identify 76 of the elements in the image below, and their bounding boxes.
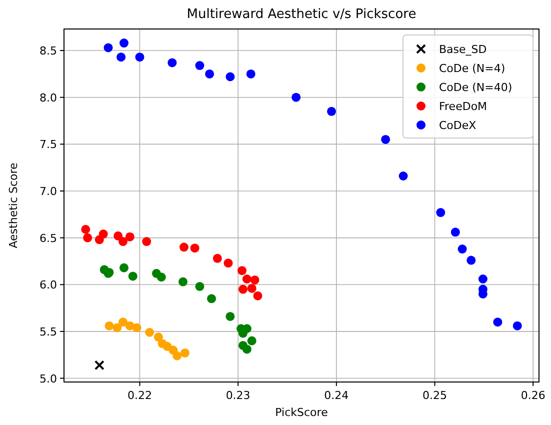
point xyxy=(190,244,200,253)
y-tick-label: 8.0 xyxy=(40,91,57,104)
point xyxy=(178,277,188,286)
point xyxy=(493,318,502,327)
point xyxy=(154,332,163,342)
point xyxy=(83,233,92,242)
y-tick-label: 6.5 xyxy=(40,232,57,245)
point xyxy=(398,172,408,181)
point xyxy=(458,244,467,254)
point xyxy=(466,256,476,265)
x-tick-label: 0.24 xyxy=(324,389,349,402)
point xyxy=(436,208,446,218)
point xyxy=(114,231,123,240)
legend-label: CoDeX xyxy=(439,119,477,132)
y-tick-label: 7.5 xyxy=(40,138,57,152)
y-tick-label: 8.5 xyxy=(40,44,57,58)
x-tick-label: 0.26 xyxy=(520,389,546,402)
point xyxy=(238,266,246,276)
point xyxy=(195,282,204,291)
point xyxy=(212,254,222,263)
x-tick-label: 0.22 xyxy=(127,389,152,402)
point xyxy=(226,72,235,82)
point xyxy=(478,274,488,284)
point xyxy=(104,43,113,52)
legend-label: FreeDoM xyxy=(439,100,488,113)
y-axis-title: Aesthetic Score xyxy=(7,162,20,248)
point xyxy=(81,224,90,234)
point xyxy=(326,106,336,116)
point xyxy=(253,291,262,300)
point xyxy=(207,294,216,304)
point xyxy=(116,52,126,62)
point xyxy=(292,92,301,102)
legend-label: Base_SD xyxy=(439,43,487,56)
point xyxy=(168,58,177,68)
legend-label: CoDe (N=4) xyxy=(439,62,506,75)
point xyxy=(450,228,460,237)
point xyxy=(179,242,188,252)
legend-label: CoDe (N=40) xyxy=(439,81,512,94)
point xyxy=(512,321,522,330)
point xyxy=(119,263,128,272)
point xyxy=(224,258,233,268)
y-tick-label: 5.0 xyxy=(40,372,57,386)
point xyxy=(145,328,154,337)
point xyxy=(142,237,152,246)
point xyxy=(125,232,134,242)
point xyxy=(135,52,144,62)
x-tick-label: 0.23 xyxy=(226,389,250,402)
point xyxy=(242,274,252,284)
point xyxy=(381,134,390,144)
point xyxy=(242,344,252,354)
point xyxy=(94,360,104,370)
x-axis-title: PickScore xyxy=(275,406,328,419)
point xyxy=(118,318,128,327)
point xyxy=(226,312,235,321)
point xyxy=(104,321,114,330)
point xyxy=(98,230,108,239)
point xyxy=(128,272,138,281)
point xyxy=(247,284,256,293)
point xyxy=(180,348,190,358)
point xyxy=(119,38,128,48)
point xyxy=(238,284,248,294)
y-tick-label: 5.5 xyxy=(40,325,57,338)
y-tick-label: 7.0 xyxy=(40,184,57,198)
point xyxy=(250,275,260,284)
point xyxy=(246,69,256,78)
point xyxy=(247,336,256,346)
point xyxy=(156,272,166,282)
point xyxy=(195,61,204,70)
point xyxy=(172,351,182,360)
point xyxy=(205,69,214,78)
x-tick-label: 0.25 xyxy=(422,389,448,402)
point xyxy=(132,323,142,332)
point xyxy=(118,237,128,246)
chart-title: Multireward Aesthetic v/s Pickscore xyxy=(186,7,416,22)
point xyxy=(112,323,122,332)
y-tick-label: 6.0 xyxy=(40,278,57,292)
